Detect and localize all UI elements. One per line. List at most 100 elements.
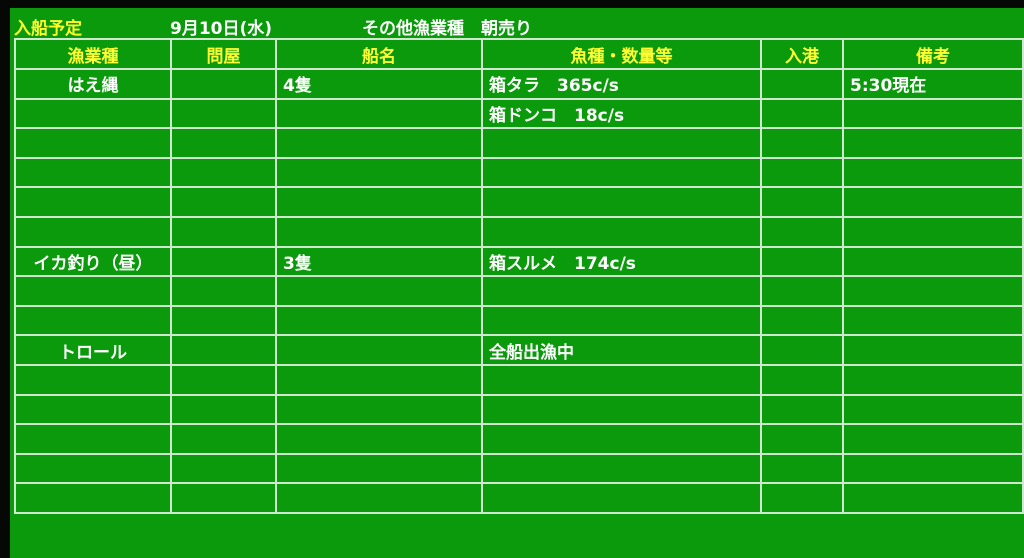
cell-wholesaler (170, 393, 277, 426)
cell-arrival (760, 452, 844, 485)
cell-vessel (275, 393, 483, 426)
table-row (14, 127, 1024, 159)
cell-species-quantity: 箱スルメ 174c/s (481, 245, 762, 278)
cell-fishery-type (14, 156, 172, 189)
cell-species-quantity (481, 156, 762, 189)
cell-fishery-type (14, 482, 172, 514)
cell-arrival (760, 393, 844, 426)
cell-arrival (760, 334, 844, 366)
board-category: その他漁業種 朝売り (362, 19, 532, 39)
cell-fishery-type: イカ釣り（昼） (14, 245, 172, 278)
cell-arrival (760, 363, 844, 396)
cell-vessel: 3隻 (275, 245, 483, 278)
board-date: 9月10日(水) (170, 19, 273, 39)
cell-wholesaler (170, 186, 277, 218)
cell-wholesaler (170, 304, 277, 337)
cell-arrival (760, 127, 844, 159)
cell-vessel (275, 97, 483, 130)
cell-wholesaler (170, 482, 277, 514)
cell-remarks (842, 423, 1024, 455)
cell-vessel (275, 156, 483, 189)
cell-species-quantity (481, 186, 762, 218)
cell-arrival (760, 186, 844, 218)
cell-wholesaler (170, 363, 277, 396)
table-row: トロール 全船出漁中 (14, 334, 1024, 366)
arrival-schedule-board: 入船予定 9月10日(水) その他漁業種 朝売り 漁業種 問屋 船名 魚種・数量等 入港… (10, 8, 1024, 558)
cell-wholesaler (170, 423, 277, 455)
table-row (14, 423, 1024, 455)
cell-arrival (760, 97, 844, 130)
cell-remarks (842, 452, 1024, 485)
cell-remarks (842, 245, 1024, 278)
cell-fishery-type (14, 423, 172, 455)
column-header-species-quantity: 魚種・数量等 (481, 38, 762, 70)
cell-remarks (842, 304, 1024, 337)
table-row (14, 452, 1024, 485)
cell-fishery-type (14, 393, 172, 426)
cell-arrival (760, 215, 844, 248)
cell-vessel (275, 186, 483, 218)
board-title: 入船予定 (14, 19, 82, 39)
cell-remarks (842, 156, 1024, 189)
cell-species-quantity (481, 452, 762, 485)
column-header-fishery-type: 漁業種 (14, 38, 172, 70)
cell-fishery-type: トロール (14, 334, 172, 366)
cell-fishery-type (14, 304, 172, 337)
cell-species-quantity (481, 482, 762, 514)
table-row (14, 215, 1024, 248)
table-row (14, 363, 1024, 396)
cell-arrival (760, 156, 844, 189)
cell-wholesaler (170, 334, 277, 366)
cell-fishery-type (14, 215, 172, 248)
cell-fishery-type (14, 127, 172, 159)
cell-remarks (842, 275, 1024, 307)
table-row (14, 156, 1024, 189)
cell-vessel (275, 127, 483, 159)
cell-vessel (275, 304, 483, 337)
cell-species-quantity (481, 363, 762, 396)
cell-species-quantity (481, 127, 762, 159)
table-row (14, 304, 1024, 337)
cell-species-quantity (481, 304, 762, 337)
cell-fishery-type: はえ縄 (14, 68, 172, 100)
cell-wholesaler (170, 245, 277, 278)
table-row (14, 482, 1024, 514)
cell-remarks: 5:30現在 (842, 68, 1024, 100)
cell-species-quantity (481, 423, 762, 455)
cell-vessel (275, 363, 483, 396)
cell-fishery-type (14, 452, 172, 485)
cell-arrival (760, 482, 844, 514)
table-header: 漁業種 問屋 船名 魚種・数量等 入港 備考 (14, 38, 1024, 70)
schedule-table: 漁業種 問屋 船名 魚種・数量等 入港 備考 はえ縄 4隻 箱タラ 365c/s 5:30現在箱… (14, 38, 1024, 514)
title-bar: 入船予定 9月10日(水) その他漁業種 朝売り (10, 8, 1024, 39)
cell-wholesaler (170, 156, 277, 189)
cell-vessel (275, 334, 483, 366)
cell-arrival (760, 304, 844, 337)
cell-wholesaler (170, 215, 277, 248)
cell-species-quantity (481, 393, 762, 426)
cell-vessel (275, 452, 483, 485)
cell-remarks (842, 482, 1024, 514)
table-row (14, 275, 1024, 307)
cell-species-quantity: 全船出漁中 (481, 334, 762, 366)
cell-remarks (842, 393, 1024, 426)
cell-fishery-type (14, 275, 172, 307)
cell-vessel (275, 423, 483, 455)
cell-wholesaler (170, 127, 277, 159)
cell-vessel (275, 215, 483, 248)
cell-wholesaler (170, 97, 277, 130)
cell-remarks (842, 363, 1024, 396)
table-row: イカ釣り（昼） 3隻 箱スルメ 174c/s (14, 245, 1024, 278)
table-row: はえ縄 4隻 箱タラ 365c/s 5:30現在 (14, 68, 1024, 100)
cell-arrival (760, 423, 844, 455)
cell-fishery-type (14, 186, 172, 218)
cell-remarks (842, 215, 1024, 248)
cell-species-quantity: 箱ドンコ 18c/s (481, 97, 762, 130)
cell-vessel (275, 482, 483, 514)
column-header-remarks: 備考 (842, 38, 1024, 70)
cell-wholesaler (170, 68, 277, 100)
cell-wholesaler (170, 275, 277, 307)
cell-wholesaler (170, 452, 277, 485)
cell-arrival (760, 68, 844, 100)
cell-remarks (842, 97, 1024, 130)
